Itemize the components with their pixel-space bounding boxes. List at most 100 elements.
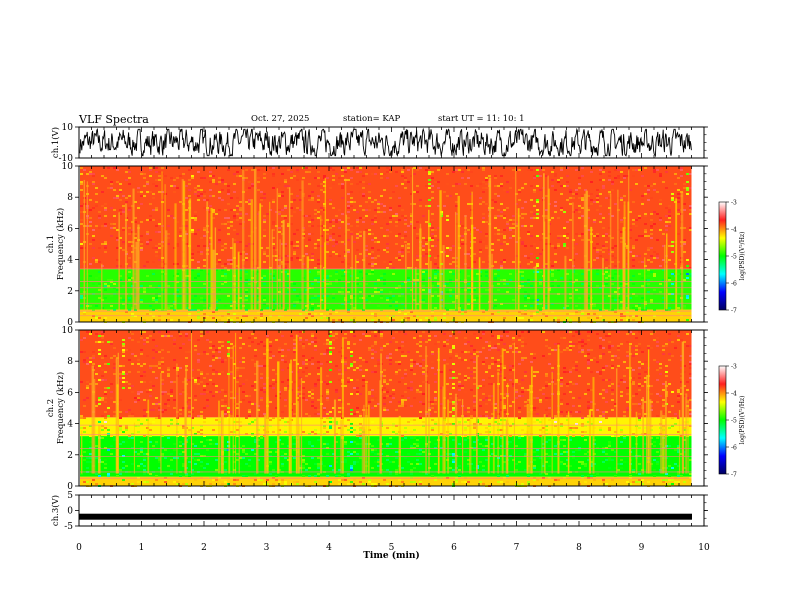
- sferic-streak: [320, 215, 322, 310]
- colorbar-tick-label: -4: [731, 227, 737, 234]
- colorbar-label: log(PSD)(V²/Hz): [739, 396, 746, 445]
- sferic-streak: [355, 254, 357, 310]
- sferic-streak: [351, 235, 353, 310]
- sferic-streak: [681, 341, 685, 474]
- sferic-streak: [165, 230, 168, 310]
- sferic-streak: [222, 410, 224, 474]
- colorbar-tick-label: -5: [731, 254, 737, 261]
- x-tick-label: 5: [389, 543, 395, 553]
- sferic-streak: [214, 227, 217, 310]
- sferic-streak: [86, 181, 88, 310]
- sferic-streak: [623, 231, 626, 310]
- spectrogram-band: [80, 476, 692, 486]
- sferic-streak: [557, 344, 560, 474]
- sferic-streak: [297, 402, 300, 474]
- sferic-streak: [232, 345, 234, 474]
- sferic-streak: [271, 229, 273, 310]
- sferic-streak: [442, 245, 445, 310]
- sferic-streak: [635, 411, 638, 474]
- x-tick-label: 8: [576, 543, 582, 553]
- sferic-streak: [228, 347, 230, 474]
- sferic-streak: [564, 255, 567, 310]
- sferic-streak: [541, 418, 543, 474]
- sferic-streak: [646, 375, 648, 474]
- sferic-streak: [345, 178, 347, 310]
- sferic-streak: [454, 393, 458, 474]
- y-tick-label: 4: [67, 256, 73, 266]
- sferic-streak: [174, 203, 177, 310]
- sferic-streak: [345, 214, 348, 310]
- sferic-streak: [363, 230, 366, 310]
- x-tick-label: 2: [201, 543, 207, 553]
- sferic-streak: [365, 383, 368, 474]
- sferic-streak: [543, 173, 545, 310]
- y-axis-label: ch.2Frequency (kHz): [46, 372, 66, 444]
- sferic-streak: [497, 371, 499, 474]
- y-tick-label: 10: [62, 326, 74, 336]
- sferic-streak: [300, 377, 303, 474]
- sferic-streak: [492, 383, 495, 474]
- sferic-streak: [415, 267, 417, 310]
- sferic-streak: [176, 363, 178, 474]
- y-tick-label: 0: [67, 318, 73, 328]
- sferic-streak: [184, 377, 187, 474]
- sferic-streak: [279, 239, 281, 310]
- panel-ch1-spectrogram: 0 2 4 6 8 10 ch.1Frequency (kHz): [46, 162, 708, 328]
- sferic-streak: [132, 188, 135, 310]
- sferic-streak: [526, 403, 529, 474]
- sferic-streak: [644, 257, 646, 310]
- sferic-streak: [678, 409, 681, 474]
- date-label: Oct. 27, 2025: [251, 114, 310, 124]
- sferic-streak: [617, 189, 619, 310]
- sferic-streak: [233, 243, 236, 310]
- y-tick-label: 2: [67, 451, 73, 461]
- sferic-streak: [531, 366, 533, 474]
- sferic-streak: [501, 348, 504, 474]
- sferic-streak: [517, 208, 520, 310]
- sferic-streak: [447, 399, 450, 474]
- sferic-streak: [428, 384, 430, 474]
- sferic-streak: [242, 169, 245, 310]
- colorbar-tick-label: -5: [731, 418, 737, 425]
- sferic-streak: [238, 387, 240, 474]
- sferic-streak: [680, 191, 684, 310]
- sferic-streak: [609, 193, 612, 310]
- sferic-streak: [333, 399, 336, 474]
- sferic-streak: [572, 202, 574, 310]
- sferic-streak: [405, 244, 407, 310]
- x-tick-label: 3: [264, 543, 270, 553]
- sferic-streak: [442, 386, 444, 474]
- sferic-streak: [181, 179, 184, 310]
- colorbar-tick-label: -3: [731, 364, 737, 371]
- sferic-streak: [160, 373, 162, 474]
- x-tick-label: 7: [514, 543, 520, 553]
- sferic-streak: [282, 219, 285, 310]
- x-tick-label: 4: [326, 543, 332, 553]
- sferic-streak: [425, 346, 427, 474]
- x-tick-label: 6: [451, 543, 457, 553]
- y-tick-label: -5: [64, 522, 73, 532]
- sferic-streak: [269, 201, 271, 310]
- chart-title: VLF Spectra: [79, 113, 149, 126]
- sferic-streak: [464, 215, 467, 310]
- sferic-streak: [476, 356, 478, 474]
- sferic-streak: [687, 399, 689, 474]
- sferic-streak: [665, 380, 667, 474]
- sferic-streak: [588, 409, 592, 474]
- sferic-streak: [264, 414, 266, 474]
- sferic-streak: [98, 424, 101, 474]
- sferic-streak: [488, 177, 492, 310]
- sferic-streak: [295, 334, 298, 474]
- sferic-streak: [602, 257, 604, 310]
- sferic-streak: [662, 425, 665, 474]
- sferic-streak: [266, 338, 269, 474]
- y-axis-label: ch.1(V): [50, 127, 61, 158]
- sferic-streak: [235, 332, 237, 474]
- sferic-streak: [469, 419, 472, 474]
- y-tick-label: 6: [67, 224, 73, 234]
- y-tick-label: 5: [67, 491, 73, 501]
- sferic-streak: [664, 244, 666, 310]
- sferic-streak: [547, 175, 549, 310]
